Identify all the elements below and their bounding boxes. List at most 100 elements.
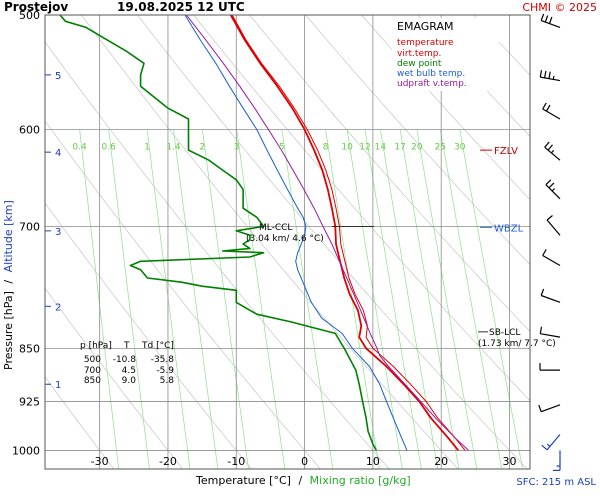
dry-adiabat xyxy=(417,15,530,137)
chart-marks: 0.4 0.6 1 1.4 2 3 5 8 10 12 14 17 20 25 30500600700850… xyxy=(12,9,561,471)
wind-barb-staff xyxy=(540,20,561,29)
table-cell: -10.8 xyxy=(113,355,137,365)
wind-barb-staff xyxy=(545,184,561,200)
table-cell: 5.8 xyxy=(160,376,175,386)
mixing-ratio-line xyxy=(108,129,150,469)
station-name: Prostejov xyxy=(4,0,68,14)
wind-barb-flag xyxy=(539,70,543,78)
mixing-ratio-label: 17 xyxy=(394,143,405,153)
mixing-ratio-line xyxy=(281,129,334,469)
wind-barb-flag xyxy=(547,144,553,151)
series-virt-temp xyxy=(231,15,466,451)
wind-barb xyxy=(539,70,561,82)
mixing-ratio-line xyxy=(459,129,524,469)
series-wet-bulb-temp xyxy=(184,15,408,451)
wind-barb-flag xyxy=(542,249,547,256)
series-temperature xyxy=(230,15,459,451)
altitude-tick-label: 1 xyxy=(55,380,61,391)
surface-elevation: SFC: 215 m ASL xyxy=(516,477,596,488)
wind-barb xyxy=(540,13,561,29)
wind-barb-half-flag xyxy=(551,188,556,192)
wind-barb-flag xyxy=(546,215,553,221)
dry-adiabat xyxy=(81,15,459,469)
wind-barb xyxy=(544,141,561,161)
wind-barb xyxy=(546,215,561,236)
legend-box xyxy=(392,18,499,91)
mixing-ratio-label: 30 xyxy=(454,143,466,153)
mixing-ratio-label: 2 xyxy=(200,143,206,153)
table-header-pressure: p [hPa] xyxy=(80,341,112,351)
pressure-tick-label: 500 xyxy=(19,9,40,22)
mixing-ratio-line xyxy=(346,129,403,469)
temperature-tick-label: -10 xyxy=(227,455,245,468)
mixing-ratio-line xyxy=(380,129,439,469)
wind-barb xyxy=(542,249,561,267)
mixing-ratio-label: 1.4 xyxy=(166,143,181,153)
altitude-tick-label: 3 xyxy=(55,227,61,238)
altitude-tick-label: 4 xyxy=(55,148,61,159)
lcl-label: SB-LCL xyxy=(489,328,520,338)
wind-barb-flag xyxy=(545,104,551,112)
wind-barb-staff xyxy=(546,219,561,236)
level-label: WBZL xyxy=(494,223,524,234)
pressure-tick-label: 925 xyxy=(19,395,40,408)
mixing-ratio-label: 8 xyxy=(323,143,329,153)
table-cell: 500 xyxy=(84,355,101,365)
y-axis-label-pressure: Pressure [hPa] xyxy=(2,291,15,370)
mixing-ratio-line xyxy=(399,129,460,469)
x-axis-label-mixing-ratio: Mixing ratio [g/kg] xyxy=(310,474,411,487)
wind-barb-flag xyxy=(544,141,550,148)
data-table: p [hPa] T Td [°C] 500 -10.8 -35.8 700 4.… xyxy=(80,341,174,386)
wind-barb-flag xyxy=(544,15,549,23)
table-cell: 700 xyxy=(84,366,101,376)
wind-barb-flag xyxy=(538,404,542,412)
temperature-tick-label: 0 xyxy=(301,455,308,468)
wind-barb-flag xyxy=(542,102,547,110)
mixing-ratio-label: 25 xyxy=(435,143,446,153)
mixing-ratio-line xyxy=(236,129,286,469)
wind-barb-staff xyxy=(542,254,561,267)
copyright: CHMI © 2025 xyxy=(522,1,597,14)
mixing-ratio-line xyxy=(416,129,478,469)
y-axis-label-separator: / xyxy=(2,280,15,284)
mixing-ratio-label: 10 xyxy=(341,143,353,153)
wind-barb xyxy=(545,179,561,200)
table-cell: -35.8 xyxy=(151,355,175,365)
mixing-ratio-label: 14 xyxy=(375,143,387,153)
y-axis-label-altitude: Altitude [km] xyxy=(2,200,15,272)
temperature-tick-label: 30 xyxy=(503,455,517,468)
dry-adiabat xyxy=(193,15,530,402)
pressure-tick-label: 700 xyxy=(19,220,40,233)
x-axis-label-temperature: Temperature [°C] xyxy=(195,474,291,487)
series-dew-point xyxy=(59,15,378,451)
wind-barb-flag xyxy=(541,444,548,451)
wind-barb xyxy=(541,434,561,451)
wind-barb-half-flag xyxy=(550,149,555,154)
mixing-ratio-label: 0.4 xyxy=(72,143,87,153)
legend-temperature: temperature xyxy=(397,38,454,48)
mixing-ratio-label: 3 xyxy=(234,143,240,153)
pressure-tick-label: 600 xyxy=(19,124,40,137)
pressure-tick-label: 850 xyxy=(19,342,40,355)
wind-barb xyxy=(538,404,561,413)
table-header-dewpoint: Td [°C] xyxy=(141,341,174,351)
mixing-ratio-label: 12 xyxy=(359,143,370,153)
wind-barb xyxy=(540,288,561,303)
x-axis-label-separator: / xyxy=(298,474,302,487)
table-cell: 4.5 xyxy=(122,366,136,376)
mixing-ratio-line xyxy=(79,129,120,469)
wind-barb xyxy=(542,102,561,120)
table-cell: -5.9 xyxy=(156,366,174,376)
temperature-tick-label: 20 xyxy=(434,455,448,468)
altitude-tick-label: 2 xyxy=(55,302,61,313)
wind-barb-flag xyxy=(540,13,545,21)
mixing-ratio-line xyxy=(439,129,503,469)
dry-adiabat xyxy=(45,287,183,469)
plot-frame xyxy=(44,14,531,470)
wind-barb-flag xyxy=(539,326,543,334)
wind-barb-staff xyxy=(544,146,561,161)
dry-adiabat xyxy=(305,15,530,266)
ccl-value: (3.04 km/ 4.6 °C) xyxy=(246,234,324,244)
